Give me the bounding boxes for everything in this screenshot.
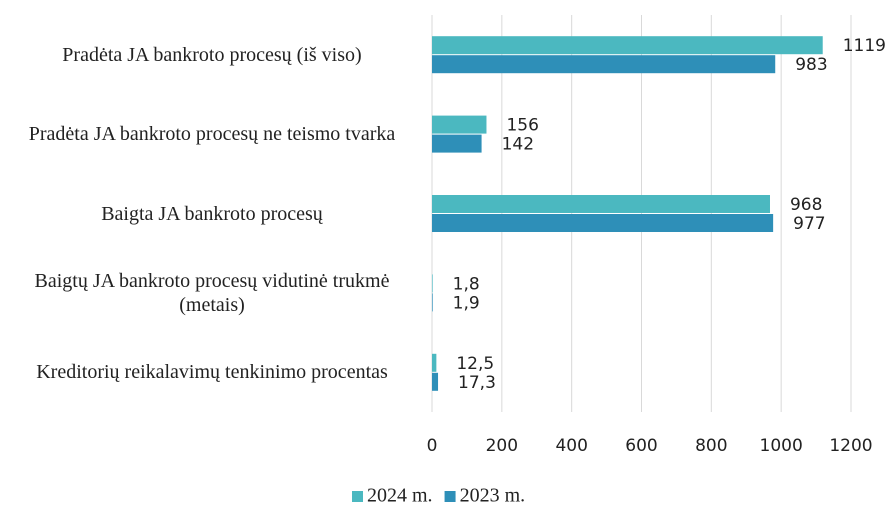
x-tick-label: 600 — [625, 436, 657, 456]
bar — [432, 353, 437, 372]
x-tick-label: 200 — [486, 436, 518, 456]
data-label: 977 — [793, 214, 825, 234]
data-label: 142 — [502, 135, 534, 155]
bar — [432, 274, 433, 293]
bar — [432, 36, 823, 55]
bar — [432, 134, 482, 153]
data-label: 1,9 — [453, 293, 480, 313]
legend-label: 2024 m. — [367, 485, 433, 507]
legend-swatch — [352, 491, 363, 502]
category-label: Pradėta JA bankroto procesų (iš viso) — [62, 43, 362, 66]
category-label: Baigta JA bankroto procesų — [101, 202, 323, 225]
bar — [432, 214, 774, 232]
x-tick-label: 800 — [695, 436, 727, 456]
data-label: 156 — [506, 116, 538, 136]
x-tick-label: 400 — [555, 436, 587, 456]
x-tick-label: 1000 — [760, 436, 803, 456]
bar — [432, 55, 776, 74]
legend-swatch — [444, 491, 456, 502]
legend-label: 2023 m. — [460, 485, 526, 507]
data-label: 968 — [790, 195, 822, 215]
data-label: 1,8 — [453, 274, 480, 294]
bar — [432, 115, 487, 134]
x-tick-label: 1200 — [829, 436, 872, 456]
data-label: 12,5 — [456, 354, 494, 374]
data-label: 983 — [795, 55, 827, 75]
category-label: Baigtų JA bankroto procesų vidutinė truk… — [34, 269, 390, 316]
bar — [432, 372, 439, 391]
data-label: 17,3 — [458, 373, 496, 393]
data-label: 1119 — [843, 36, 886, 56]
category-label: Pradėta JA bankroto procesų ne teismo tv… — [28, 123, 396, 146]
x-tick-label: 0 — [427, 436, 438, 456]
category-label: Kreditorių reikalavimų tenkinimo procent… — [36, 361, 388, 384]
bar — [432, 293, 433, 312]
bar — [432, 195, 770, 213]
